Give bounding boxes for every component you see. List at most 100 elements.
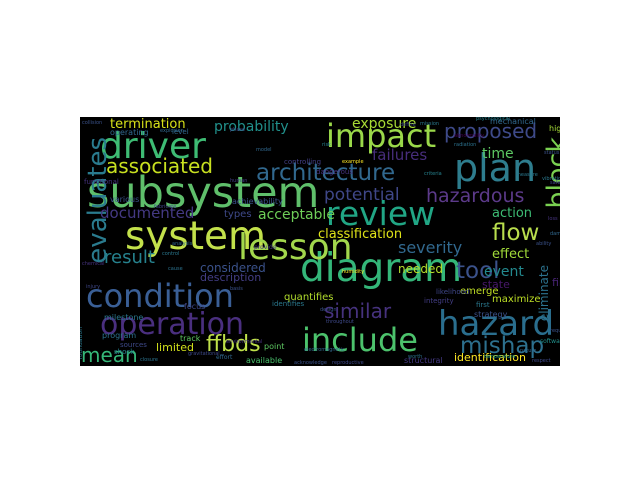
- word-considered: considered: [200, 261, 266, 275]
- word-fabricate: fabricate: [154, 204, 177, 210]
- word-review: review: [326, 194, 436, 233]
- word-system: system: [125, 214, 266, 259]
- word-abnormality: abnormality: [454, 133, 485, 139]
- word-state: state: [482, 278, 510, 291]
- word-similar: similar: [324, 299, 392, 323]
- word-closure: closure: [140, 357, 158, 363]
- word-condition: condition: [86, 277, 234, 315]
- word-require: require: [550, 328, 560, 334]
- word-potential: potential: [324, 185, 400, 205]
- word-ffbds: ffbds: [206, 332, 261, 357]
- word-human: human: [230, 178, 248, 184]
- word-architecture: architecture: [256, 160, 396, 186]
- word-effort: effort: [216, 354, 233, 361]
- word-worth: worth: [408, 354, 423, 360]
- word-result: result: [104, 247, 155, 268]
- word-first: first: [476, 301, 490, 309]
- word-documented: documented: [100, 204, 195, 222]
- word-impact: impact: [326, 117, 437, 155]
- word-description: description: [200, 271, 262, 284]
- word-analysis: analysis: [172, 241, 193, 247]
- word-cloud: subsystem system diagram condition lesson ope…: [80, 117, 560, 366]
- word-foundation: foundation: [80, 327, 84, 360]
- word-program: program: [102, 331, 137, 340]
- word-operation: operation: [100, 307, 245, 342]
- word-status: status: [544, 150, 560, 156]
- word-achievability: achievability: [232, 197, 283, 206]
- word-define: define: [400, 122, 416, 128]
- word-functional: functional: [84, 178, 119, 186]
- word-emerge: emerge: [460, 286, 499, 297]
- word-plan: plan: [454, 146, 537, 190]
- word-mechanical: mechanical: [490, 117, 536, 126]
- word-quantifies: quantifies: [284, 292, 334, 303]
- word-psychological: psychological: [476, 117, 510, 122]
- word-include: include: [302, 321, 418, 359]
- word-tool: tool: [456, 258, 500, 284]
- word-operating: operating: [110, 128, 149, 137]
- word-hazard: hazard: [438, 304, 555, 344]
- word-associated: associated: [106, 154, 213, 178]
- word-software: software: [540, 338, 560, 345]
- word-ability: ability: [536, 241, 552, 247]
- word-controlling: controlling: [284, 158, 322, 166]
- word-mission: mission: [420, 121, 440, 127]
- word-track: track: [180, 334, 201, 343]
- word-chemical: chemical: [82, 261, 105, 267]
- word-identification: identification: [454, 351, 526, 364]
- word-time: time: [482, 146, 514, 162]
- word-fire: fire: [552, 276, 560, 289]
- word-sources: sources: [120, 341, 147, 349]
- word-severity: severity: [398, 238, 463, 257]
- word-available: available: [246, 356, 283, 365]
- word-driver: driver: [100, 126, 206, 167]
- word-strategy: strategy: [474, 310, 508, 319]
- word-action: action: [492, 206, 533, 221]
- word-gravitational: gravitational: [188, 351, 220, 357]
- word-high: high: [549, 124, 560, 133]
- word-diagram: diagram: [300, 246, 463, 291]
- word-basis: basis: [230, 286, 243, 292]
- word-integrity: integrity: [424, 297, 454, 305]
- word-respect: respect: [532, 358, 551, 364]
- word-needed: needed: [398, 262, 443, 276]
- word-shock: shock: [114, 348, 135, 356]
- word-exposure: exposure: [352, 117, 417, 132]
- word-vibration: vibration: [542, 176, 560, 182]
- word-environmental: environmental: [226, 339, 263, 345]
- word-electromagnetic: electromagnetic: [304, 347, 345, 353]
- word-termination: termination: [110, 117, 186, 132]
- word-various: various: [110, 195, 140, 204]
- word-maximize: maximize: [492, 294, 541, 305]
- word-design: design: [320, 307, 337, 313]
- word-temperature: temperature: [484, 354, 516, 360]
- word-acceptable: acceptable: [258, 207, 335, 223]
- word-dangerous: dangerous: [316, 168, 354, 176]
- word-mishap: mishap: [460, 333, 545, 359]
- word-limited: limited: [156, 341, 194, 354]
- word-likelihood: likelihood: [436, 288, 470, 296]
- word-milestone: milestone: [104, 313, 144, 322]
- word-structural: structural: [404, 356, 443, 365]
- word-throughout: throughout: [326, 319, 354, 325]
- word-point: point: [264, 342, 285, 351]
- word-radiation: radiation: [454, 142, 477, 148]
- word-provide: provide: [254, 244, 277, 251]
- word-probability: probability: [214, 119, 289, 135]
- word-example: example: [342, 159, 364, 165]
- word-acknowledge: acknowledge: [294, 360, 327, 366]
- word-identifies: identifies: [272, 300, 305, 308]
- word-classification: classification: [318, 227, 403, 242]
- word-failures: failures: [372, 146, 428, 164]
- word-event: event: [484, 264, 524, 280]
- word-level: level: [172, 128, 189, 136]
- word-collision: collision: [82, 120, 103, 126]
- word-criteria: criteria: [424, 171, 442, 177]
- word-damage: damage: [550, 231, 560, 237]
- word-measure: measure: [516, 172, 538, 178]
- word-explosion: explosion: [160, 128, 184, 134]
- word-focus: focus: [184, 302, 206, 311]
- word-effect: effect: [492, 247, 530, 262]
- word-subsystem: subsystem: [87, 168, 320, 218]
- word-phase: phase: [230, 127, 246, 133]
